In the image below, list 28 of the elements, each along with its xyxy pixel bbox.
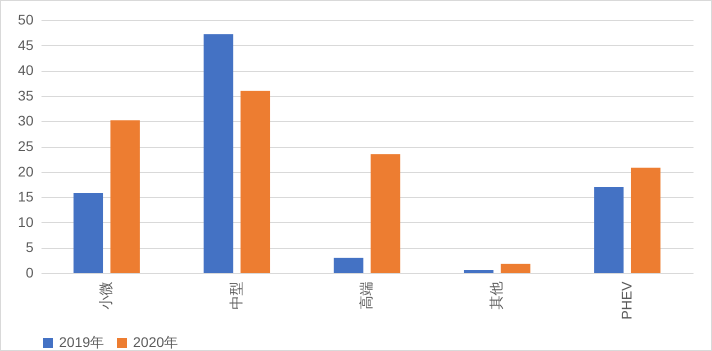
bar [500,264,530,273]
y-tick-label: 0 [26,264,34,280]
y-tick-label: 15 [18,188,34,205]
x-tick-label: 高端 [358,282,374,310]
y-tick-label: 20 [18,163,34,180]
bar [74,193,104,273]
legend-label: 2020年 [133,334,178,350]
y-tick-label: 40 [18,62,34,78]
bar [370,154,400,273]
y-tick-label: 50 [18,12,34,28]
bar [594,186,624,273]
y-tick-label: 5 [26,239,34,256]
x-tick-label: 小微 [98,282,114,310]
y-tick-label: 35 [18,87,34,104]
x-tick-label: 中型 [228,282,244,310]
bar [464,270,494,273]
bar [110,120,140,273]
legend-label: 2019年 [59,334,104,350]
y-tick-label: 30 [18,112,34,129]
y-tick-label: 45 [18,36,34,53]
y-tick-label: 25 [18,138,34,154]
bar [334,258,364,273]
y-tick-label: 10 [18,214,34,230]
bar [204,34,234,273]
x-tick-label: PHEV [618,280,634,320]
x-tick-label: 其他 [488,282,504,310]
bar [240,90,270,273]
bar [630,168,660,273]
